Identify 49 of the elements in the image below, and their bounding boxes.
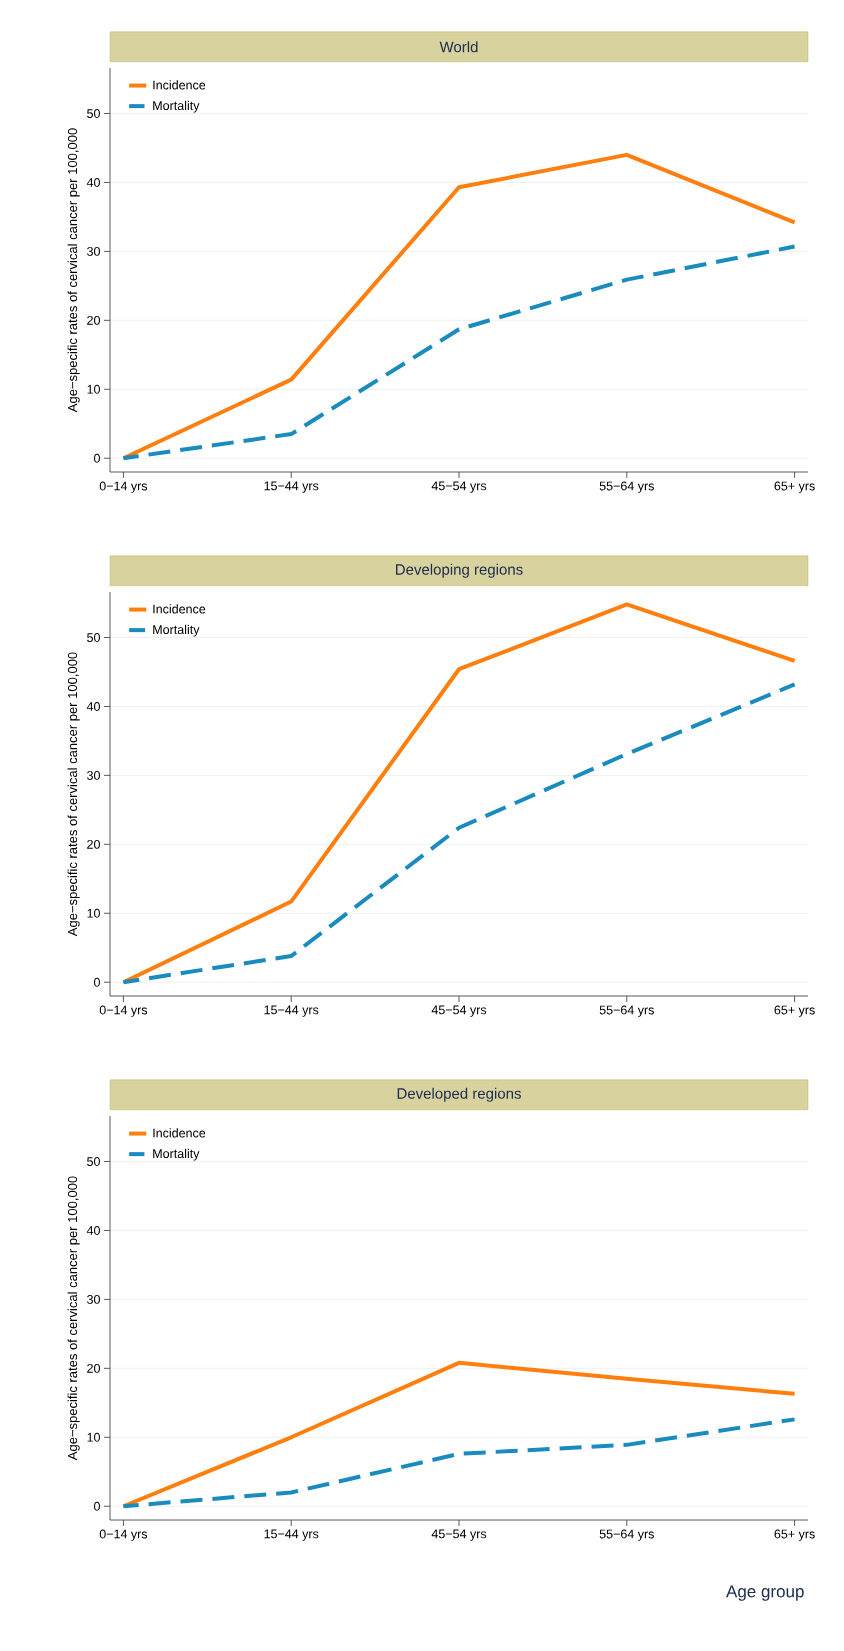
legend-label: Incidence — [153, 80, 206, 90]
y-tick-label: 40 — [86, 178, 100, 187]
legend-label: Mortality — [153, 100, 200, 113]
y-tick-label: 30 — [87, 1294, 100, 1304]
legend-label: Mortality — [153, 624, 200, 637]
line-series — [121, 682, 797, 985]
y-tick-label: 10 — [87, 1432, 100, 1442]
line-series — [121, 1417, 797, 1509]
y-tick-label: 20 — [87, 315, 100, 325]
y-tick-label: 20 — [87, 839, 100, 849]
legend-label: Incidence — [153, 604, 206, 614]
y-axis-title: Age−specific rates of cervical cancer per 100,000 — [67, 652, 80, 937]
y-tick-label: 50 — [87, 1157, 100, 1166]
y-tick-label: 40 — [86, 702, 100, 711]
x-tick-label: 55−64 yrs — [599, 1529, 654, 1541]
legend-label: Mortality — [153, 1148, 200, 1161]
y-tick-label: 40 — [86, 1226, 100, 1235]
x-tick-label: 45−54 yrs — [431, 1005, 487, 1017]
y-axis-title: Age−specific rates of cervical cancer per 100,000 — [67, 128, 80, 413]
x-tick-label: 45−54 yrs — [431, 481, 487, 493]
x-tick-label: 55−64 yrs — [599, 1005, 654, 1017]
x-tick-label: 55−64 yrs — [599, 481, 654, 493]
x-tick-label: 65+ yrs — [774, 1529, 815, 1541]
y-tick-label: 10 — [87, 384, 100, 394]
x-tick-label: 15−44 yrs — [264, 481, 319, 493]
legend-label: Incidence — [153, 1128, 206, 1138]
y-tick-label: 10 — [87, 908, 100, 918]
y-tick-label: 50 — [87, 633, 100, 642]
x-axis-title: Age group — [726, 1585, 804, 1601]
chart-title: Developing regions — [396, 563, 523, 578]
y-tick-label: 0 — [94, 453, 100, 463]
chart-title: Developed regions — [397, 1087, 521, 1102]
y-tick-label: 0 — [94, 1501, 100, 1511]
x-tick-label: 15−44 yrs — [264, 1005, 319, 1017]
y-axis-title: Age−specific rates of cervical cancer per 100,000 — [67, 1176, 80, 1461]
chart-title: World — [439, 41, 478, 53]
y-tick-label: 50 — [87, 109, 100, 118]
x-tick-label: 0−14 yrs — [99, 1005, 148, 1017]
x-tick-label: 0−14 yrs — [99, 1529, 148, 1541]
x-tick-label: 65+ yrs — [774, 1005, 815, 1017]
line-series — [121, 244, 797, 461]
y-tick-label: 0 — [94, 977, 100, 987]
x-tick-label: 45−54 yrs — [431, 1529, 487, 1541]
y-tick-label: 20 — [87, 1363, 100, 1373]
x-tick-label: 15−44 yrs — [264, 1529, 319, 1541]
x-tick-label: 0−14 yrs — [99, 481, 148, 493]
y-tick-label: 30 — [87, 246, 100, 256]
x-tick-label: 65+ yrs — [774, 481, 815, 493]
y-tick-label: 30 — [87, 770, 100, 780]
